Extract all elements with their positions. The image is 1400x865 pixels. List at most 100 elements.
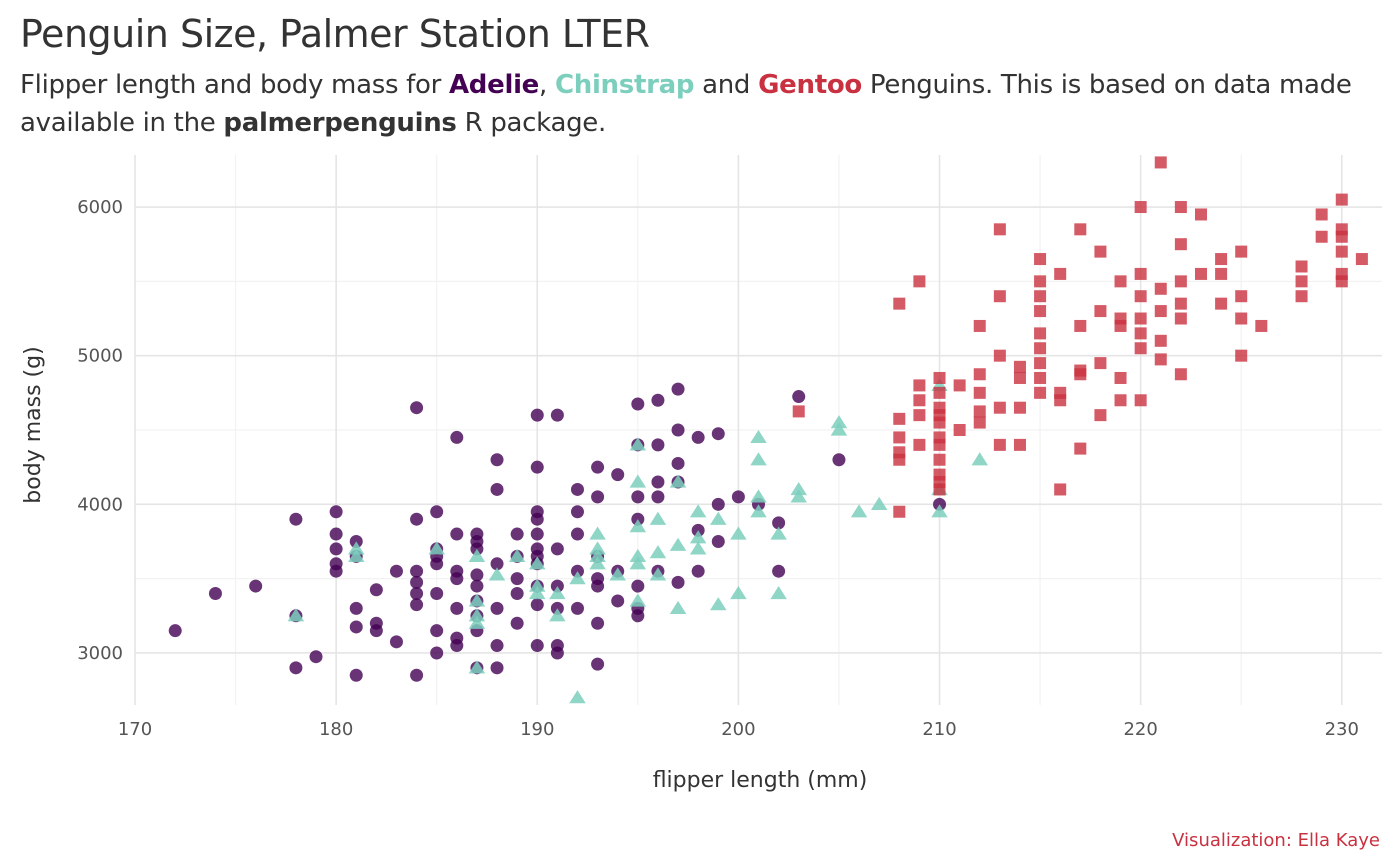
gentoo-point: [1335, 245, 1348, 258]
chinstrap-point: [428, 541, 445, 555]
gentoo-point: [1034, 290, 1047, 303]
adelie-point: [369, 583, 383, 597]
gentoo-point: [1174, 368, 1187, 381]
gentoo-point: [993, 438, 1006, 451]
x-tick-label: 190: [520, 719, 554, 740]
y-axis-tick-labels: 3000 4000 5000 6000: [77, 197, 123, 664]
adelie-point: [651, 393, 665, 407]
adelie-point: [450, 601, 464, 615]
adelie-point: [832, 453, 846, 467]
chinstrap-point: [790, 489, 807, 503]
adelie-point: [289, 512, 303, 526]
chinstrap-point: [468, 660, 486, 674]
adelie-point: [550, 408, 564, 422]
chinstrap-point: [669, 600, 687, 615]
chinstrap-point: [750, 504, 767, 518]
gentoo-point: [1074, 442, 1087, 455]
x-tick-label: 210: [922, 719, 956, 740]
chinstrap-point: [629, 474, 647, 488]
adelie-point: [490, 557, 504, 571]
gentoo-point: [1134, 290, 1147, 303]
adelie-point: [309, 650, 323, 664]
chinstrap-point: [629, 519, 647, 533]
gentoo-point: [1114, 275, 1127, 288]
gentoo-point: [1194, 208, 1207, 221]
adelie-point: [510, 616, 524, 630]
adelie-point: [711, 497, 725, 511]
chinstrap-point: [629, 437, 647, 451]
adelie-point: [389, 635, 403, 649]
gentoo-point: [1255, 319, 1268, 332]
adelie-point: [570, 601, 584, 615]
adelie-point: [550, 542, 564, 556]
gentoo-point: [1134, 394, 1147, 407]
chinstrap-point: [750, 489, 767, 503]
adelie-point: [329, 564, 343, 578]
chinstrap-point: [629, 593, 647, 607]
chinstrap-point: [468, 548, 486, 562]
chinstrap-point: [609, 567, 626, 581]
gentoo-point: [913, 409, 926, 422]
adelie-point: [611, 468, 625, 482]
gentoo-point: [893, 505, 906, 518]
gentoo-point: [1074, 368, 1087, 381]
chinstrap-point: [710, 511, 727, 525]
chart-subtitle: Flipper length and body mass for Adelie,…: [20, 66, 1380, 142]
chinstrap-point: [710, 597, 727, 611]
gentoo-point: [933, 371, 946, 384]
chinstrap-point: [830, 415, 848, 429]
gentoo-point: [913, 379, 926, 392]
adelie-point: [691, 564, 705, 578]
chinstrap-point: [931, 504, 948, 518]
gentoo-point: [1013, 401, 1026, 414]
adelie-point: [490, 639, 504, 653]
x-tick-label: 180: [319, 719, 353, 740]
chinstrap-point: [689, 530, 707, 544]
chinstrap-point: [347, 541, 365, 555]
gentoo-point: [1215, 297, 1228, 310]
adelie-point: [731, 490, 745, 504]
adelie-point: [671, 382, 685, 396]
gentoo-point: [1295, 260, 1308, 273]
gentoo-point: [1154, 156, 1167, 169]
gentoo-point: [1315, 208, 1328, 221]
gentoo-point: [1094, 245, 1107, 258]
gentoo-point: [1013, 360, 1026, 373]
gentoo-point: [1074, 223, 1087, 236]
adelie-point: [168, 624, 182, 638]
gentoo-point: [1174, 312, 1187, 325]
adelie-point: [430, 624, 444, 638]
adelie-point: [510, 587, 524, 601]
chinstrap-point: [971, 452, 988, 466]
gentoo-point: [1215, 267, 1228, 280]
caption-credit: Visualization: Ella Kaye: [1172, 830, 1380, 851]
adelie-point: [570, 527, 584, 541]
chinstrap-point: [669, 474, 687, 488]
subtitle-adelie-label: Adelie: [448, 70, 540, 100]
chinstrap-point: [730, 526, 747, 540]
adelie-point: [530, 512, 544, 526]
chinstrap-point: [569, 571, 586, 585]
gentoo-point: [1134, 342, 1147, 355]
gentoo-point: [1054, 483, 1067, 496]
chinstrap-point: [830, 422, 848, 436]
adelie-point: [349, 601, 363, 615]
gentoo-point: [1134, 201, 1147, 214]
x-axis-title: flipper length (mm): [653, 768, 868, 793]
gentoo-point: [1235, 349, 1248, 362]
y-tick-label: 3000: [77, 643, 123, 664]
x-tick-label: 220: [1123, 719, 1157, 740]
gentoo-point: [1034, 357, 1047, 370]
chinstrap-point: [468, 615, 486, 629]
chinstrap-point: [468, 593, 486, 607]
adelie-point: [651, 490, 665, 504]
gentoo-point: [1174, 201, 1187, 214]
chinstrap-point: [529, 586, 546, 600]
adelie-point: [510, 527, 524, 541]
x-axis-tick-labels: 170 180 190 200 210 220 230: [118, 719, 1359, 740]
adelie-point: [792, 390, 806, 404]
chinstrap-point: [569, 690, 586, 704]
adelie-point: [430, 557, 444, 571]
gentoo-point: [993, 349, 1006, 362]
chinstrap-point: [629, 548, 647, 562]
